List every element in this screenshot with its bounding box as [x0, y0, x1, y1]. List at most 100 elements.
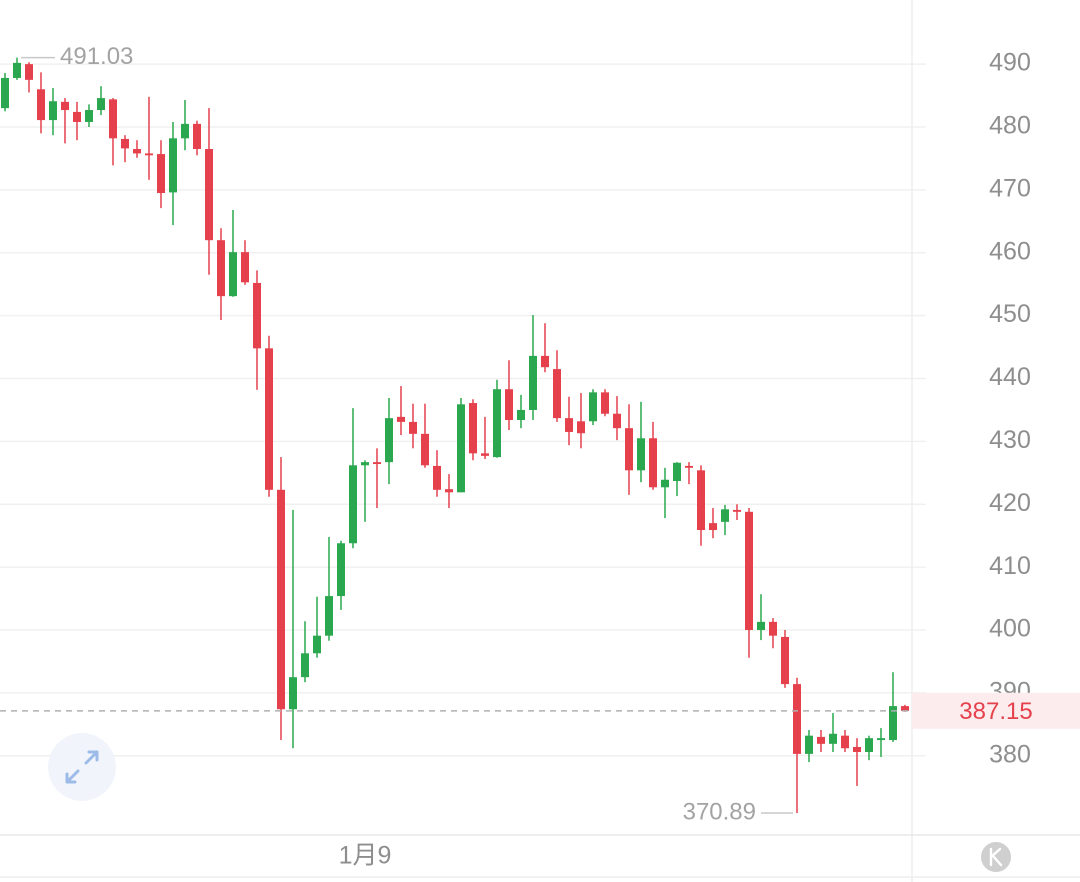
- k-button-bg[interactable]: [981, 842, 1011, 872]
- candle-body: [721, 509, 729, 522]
- labels: 3803904004104204304404504604704804901月94…: [0, 43, 1080, 870]
- candle-body: [253, 282, 261, 349]
- candle-body: [469, 403, 477, 454]
- candle-body: [97, 98, 105, 111]
- candle-body: [481, 453, 489, 456]
- candle-body: [1, 77, 9, 109]
- k-icon[interactable]: [989, 847, 1003, 867]
- candle-body: [181, 123, 189, 139]
- y-tick-label: 380: [989, 740, 1031, 768]
- k-button[interactable]: [981, 842, 1011, 872]
- candle-body: [757, 621, 765, 631]
- candle-body: [865, 738, 873, 753]
- candle-body: [241, 252, 249, 283]
- expand-icon[interactable]: [65, 750, 99, 784]
- x-tick-label: 1月9: [339, 842, 392, 870]
- candle-body: [49, 101, 57, 121]
- candle-body: [397, 416, 405, 422]
- candle-body: [817, 736, 825, 744]
- y-tick-label: 450: [989, 300, 1031, 328]
- y-tick-label: 410: [989, 552, 1031, 580]
- y-tick-label: 400: [989, 615, 1031, 643]
- candle-body: [601, 392, 609, 414]
- candle-body: [685, 465, 693, 468]
- candle-body: [661, 479, 669, 488]
- candle-body: [421, 433, 429, 466]
- candle-body: [781, 636, 789, 685]
- y-tick-label: 460: [989, 237, 1031, 265]
- candle-body: [841, 735, 849, 749]
- candle-body: [649, 438, 657, 488]
- candle-body: [769, 621, 777, 636]
- candle-body: [229, 252, 237, 297]
- candle-body: [325, 596, 333, 636]
- candle-body: [541, 355, 549, 368]
- candle-body: [121, 138, 129, 149]
- candle-body: [145, 153, 153, 156]
- candle-body: [169, 138, 177, 193]
- candle-body: [901, 706, 909, 711]
- candle-body: [445, 489, 453, 493]
- expand-button[interactable]: [48, 733, 116, 801]
- candle-body: [565, 418, 573, 432]
- candle-body: [265, 348, 273, 490]
- candle-body: [361, 462, 369, 466]
- candle-body: [505, 389, 513, 421]
- y-tick-label: 490: [989, 49, 1031, 77]
- candles: [1, 57, 909, 814]
- candle-body: [13, 62, 21, 78]
- candle-body: [157, 154, 165, 194]
- candle-body: [637, 438, 645, 471]
- candle-body: [745, 511, 753, 631]
- min-label: 370.89: [683, 798, 756, 825]
- candle-body: [805, 735, 813, 754]
- candle-body: [37, 89, 45, 121]
- candle-body: [457, 404, 465, 493]
- candle-body: [337, 543, 345, 597]
- candle-body: [373, 462, 381, 465]
- candle-body: [733, 509, 741, 512]
- candle-body: [73, 111, 81, 122]
- candle-body: [277, 489, 285, 710]
- candle-body: [301, 653, 309, 678]
- last-price-label: 387.15: [959, 698, 1032, 725]
- candle-body: [625, 428, 633, 471]
- candle-body: [85, 110, 93, 122]
- candle-body: [313, 635, 321, 654]
- candle-body: [109, 99, 117, 139]
- y-tick-label: 430: [989, 426, 1031, 454]
- candle-body: [553, 369, 561, 419]
- candle-body: [193, 123, 201, 150]
- y-tick-label: 480: [989, 112, 1031, 140]
- candle-body: [889, 706, 897, 741]
- candle-body: [385, 418, 393, 463]
- candle-body: [217, 240, 225, 297]
- candle-body: [349, 465, 357, 544]
- candle-body: [61, 101, 69, 111]
- candle-body: [433, 465, 441, 490]
- y-tick-label: 420: [989, 489, 1031, 517]
- max-label: 491.03: [60, 43, 133, 70]
- y-tick-label: 440: [989, 363, 1031, 391]
- candle-body: [613, 413, 621, 429]
- candle-body: [877, 738, 885, 741]
- expand-button-bg[interactable]: [48, 733, 116, 801]
- candle-body: [589, 392, 597, 422]
- candle-body: [25, 64, 33, 80]
- candle-body: [205, 149, 213, 241]
- candle-body: [577, 421, 585, 434]
- candle-body: [493, 389, 501, 458]
- candle-body: [673, 462, 681, 482]
- candle-body: [517, 409, 525, 421]
- candle-body: [709, 523, 717, 531]
- candle-body: [289, 677, 297, 710]
- candle-body: [829, 733, 837, 744]
- candle-body: [529, 355, 537, 410]
- candle-body: [697, 470, 705, 531]
- candle-body: [409, 421, 417, 434]
- candle-body: [793, 684, 801, 754]
- y-tick-label: 470: [989, 174, 1031, 202]
- candle-body: [853, 746, 861, 753]
- candle-body: [133, 149, 141, 154]
